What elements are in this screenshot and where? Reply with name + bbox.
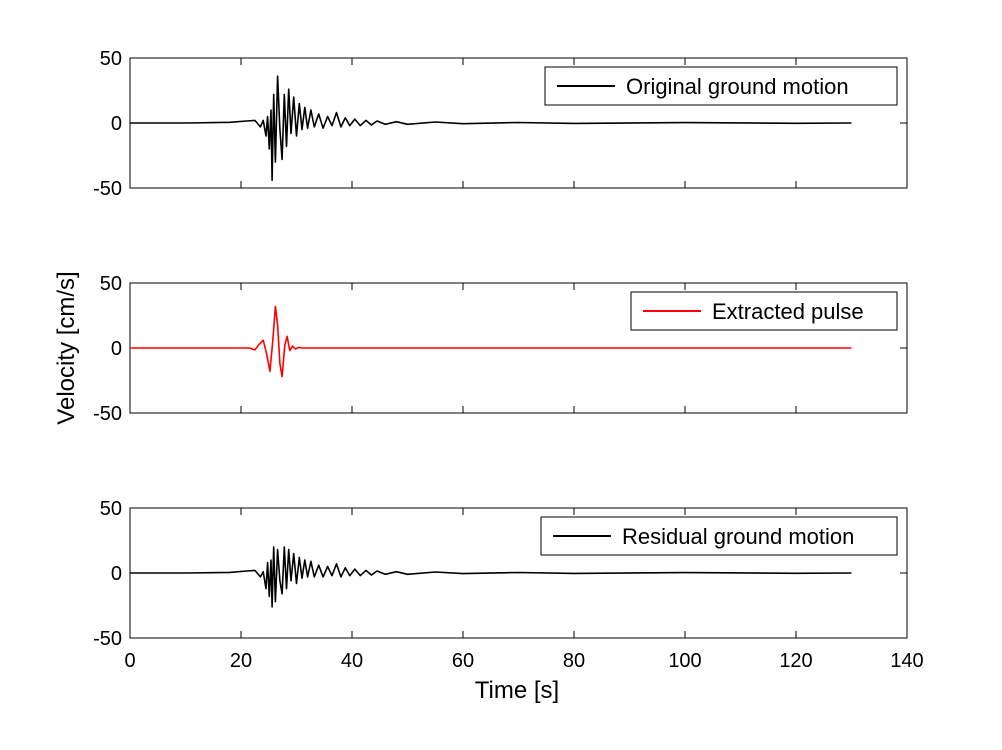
x-tick-label: 40 bbox=[341, 650, 363, 672]
y-tick-label: 50 bbox=[100, 48, 122, 70]
y-tick-label: -50 bbox=[93, 403, 122, 425]
y-tick-label: 0 bbox=[111, 563, 122, 585]
series-line bbox=[130, 305, 852, 378]
x-tick-label: 120 bbox=[779, 650, 812, 672]
legend: Extracted pulse bbox=[630, 291, 898, 331]
x-tick-label: 0 bbox=[124, 650, 135, 672]
y-axis-label: Velocity [cm/s] bbox=[53, 271, 80, 424]
y-tick-label: 0 bbox=[111, 338, 122, 360]
x-tick-label: 20 bbox=[230, 650, 252, 672]
y-tick-label: 50 bbox=[100, 273, 122, 295]
y-tick-label: -50 bbox=[93, 628, 122, 650]
legend-label: Original ground motion bbox=[626, 74, 849, 99]
x-tick-label: 140 bbox=[890, 650, 923, 672]
y-tick-label: 50 bbox=[100, 498, 122, 520]
y-tick-label: 0 bbox=[111, 113, 122, 135]
legend-label: Extracted pulse bbox=[712, 299, 864, 324]
legend: Residual ground motion bbox=[540, 516, 898, 556]
legend-label: Residual ground motion bbox=[622, 524, 854, 549]
panel-middle: -50 0 50 Extracted pulse bbox=[93, 273, 908, 425]
legend: Original ground motion bbox=[544, 66, 898, 106]
series-line bbox=[130, 546, 852, 608]
legend-box bbox=[544, 66, 898, 106]
series-line bbox=[130, 75, 852, 181]
x-tick-label: 80 bbox=[563, 650, 585, 672]
x-tick-label: 60 bbox=[452, 650, 474, 672]
x-axis-label: Time [s] bbox=[475, 677, 559, 704]
y-tick-label: -50 bbox=[93, 178, 122, 200]
x-tick-label: 100 bbox=[668, 650, 701, 672]
panel-top: -50 0 50 Original ground motion bbox=[93, 48, 908, 200]
